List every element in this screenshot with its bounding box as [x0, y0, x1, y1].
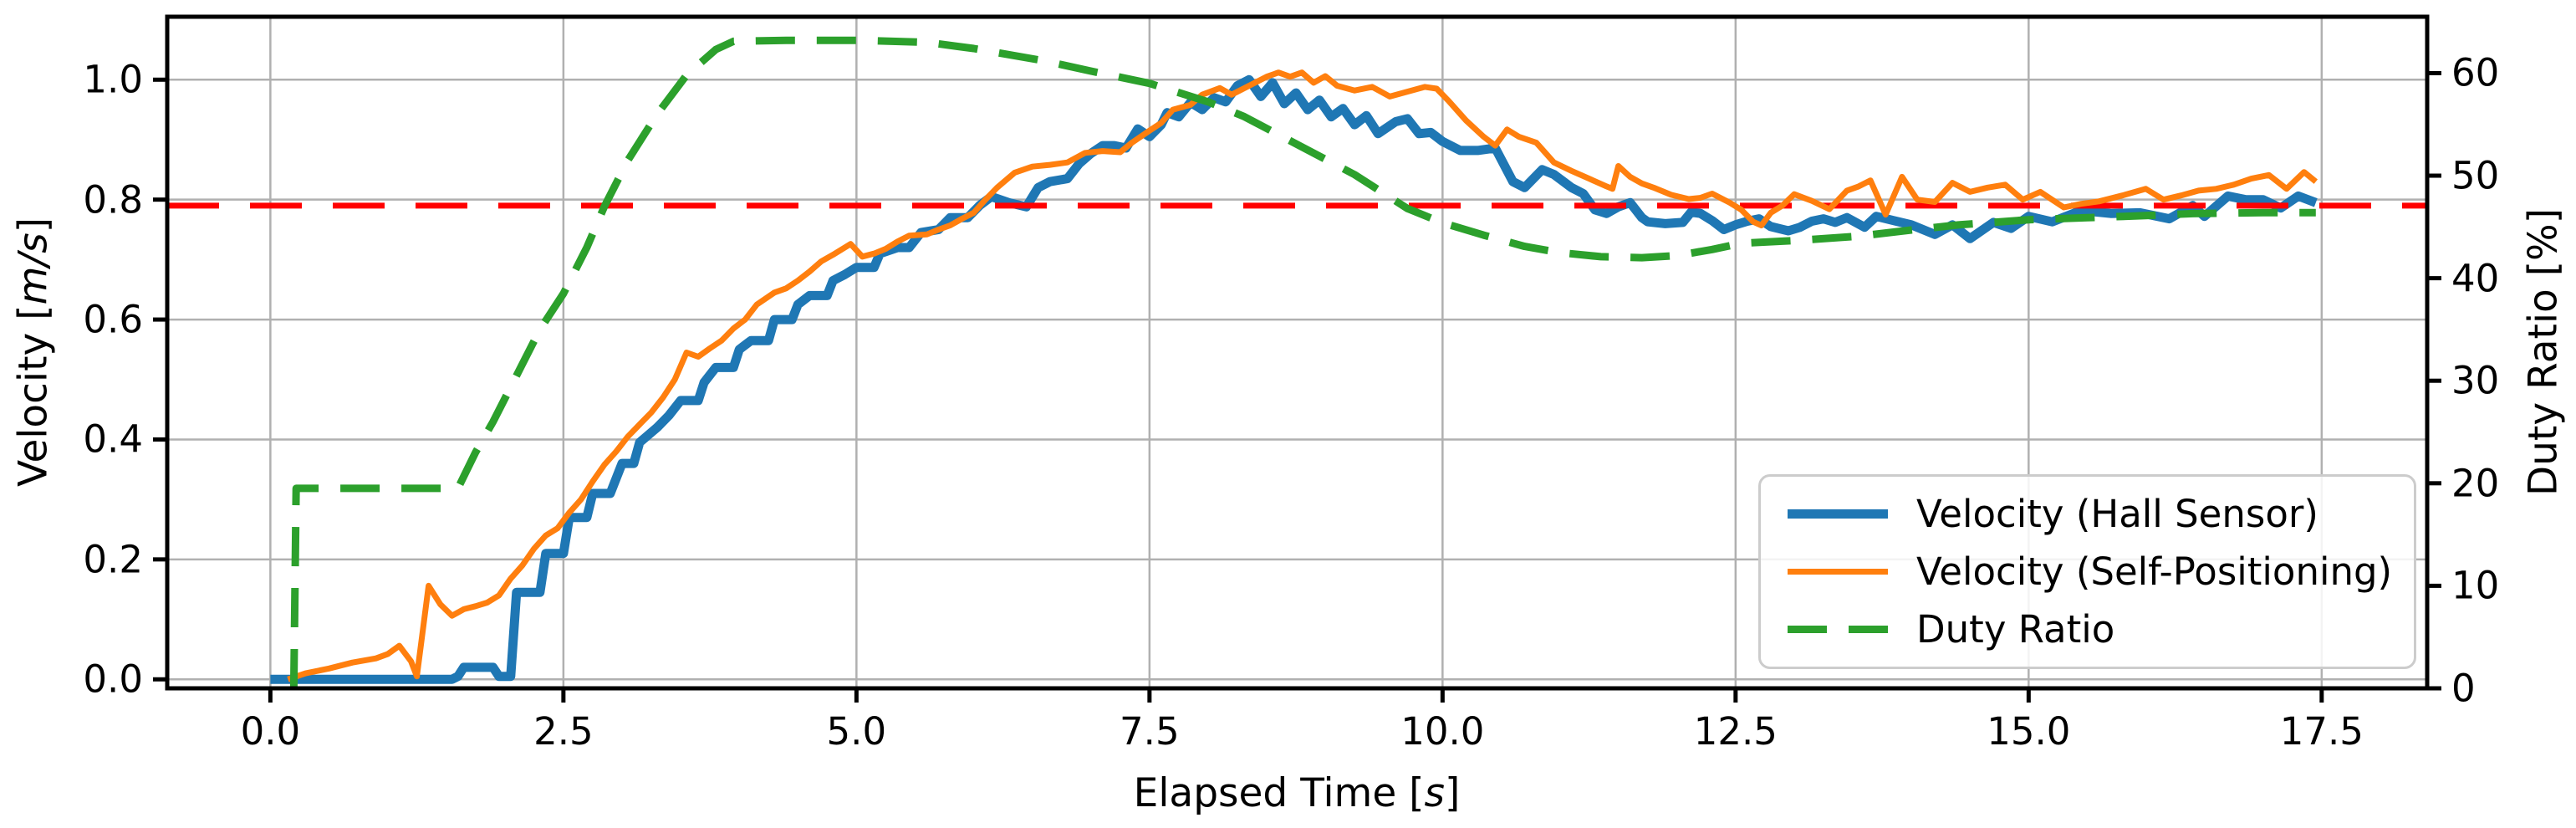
hall-sensor-line: [270, 74, 2318, 684]
self-positioning-line: [287, 69, 2318, 682]
right-y-tick-label: 50: [2451, 153, 2500, 198]
x-tick-label: 7.5: [1120, 709, 1180, 754]
x-axis-label: Elapsed Time [s]: [1134, 774, 1461, 813]
right-y-tick-label: 20: [2451, 461, 2500, 506]
legend-entry-duty-ratio: Duty Ratio: [1761, 603, 2414, 657]
legend-line-sample-duty-ratio: [1788, 626, 1888, 633]
left-y-axis-label-math: m/s: [10, 233, 57, 305]
right-y-tick-label: 0: [2451, 666, 2476, 711]
legend-label-duty-ratio: Duty Ratio: [1916, 607, 2115, 652]
x-tick-label: 0.0: [240, 709, 301, 754]
left-y-tick-label: 0.4: [83, 417, 143, 462]
left-y-tick-label: 1.0: [83, 57, 143, 102]
left-y-tick-label: 0.8: [83, 177, 143, 222]
legend-line-sample-hall: [1788, 509, 1888, 519]
right-y-tick-label: 40: [2451, 256, 2500, 301]
x-tick-label: 12.5: [1693, 709, 1778, 754]
x-tick-label: 17.5: [2279, 709, 2364, 754]
left-y-tick-label: 0.0: [83, 657, 143, 702]
x-tick-label: 2.5: [533, 709, 594, 754]
legend-entry-self-positioning: Velocity (Self-Positioning): [1761, 545, 2414, 599]
right-y-tick-label: 60: [2451, 50, 2500, 95]
x-axis-label-text: Elapsed Time [: [1133, 770, 1425, 816]
right-y-axis-label: Duty Ratio [%]: [2521, 208, 2567, 496]
right-y-tick-label: 10: [2451, 563, 2500, 608]
x-tick-label: 5.0: [826, 709, 887, 754]
legend-label-self-positioning: Velocity (Self-Positioning): [1916, 549, 2393, 594]
axes-spines: [165, 14, 2430, 691]
x-axis-label-math: s: [1424, 770, 1446, 816]
legend-line-sample-self-positioning: [1788, 569, 1888, 575]
left-y-axis-label-close: ]: [10, 217, 57, 233]
right-y-tick-label: 30: [2451, 358, 2500, 403]
x-tick-label: 10.0: [1400, 709, 1485, 754]
right-y-axis-label-text: Duty Ratio [%]: [2520, 207, 2567, 497]
legend: Velocity (Hall Sensor) Velocity (Self-Po…: [1758, 474, 2416, 669]
legend-label-hall: Velocity (Hall Sensor): [1916, 492, 2318, 536]
left-y-tick-label: 0.6: [83, 297, 143, 342]
x-axis-label-close: ]: [1445, 770, 1461, 816]
left-y-tick-label: 0.2: [83, 537, 143, 582]
legend-entry-hall-sensor: Velocity (Hall Sensor): [1761, 488, 2414, 541]
duty-ratio-line: [289, 36, 2316, 688]
x-tick-label: 15.0: [1987, 709, 2071, 754]
